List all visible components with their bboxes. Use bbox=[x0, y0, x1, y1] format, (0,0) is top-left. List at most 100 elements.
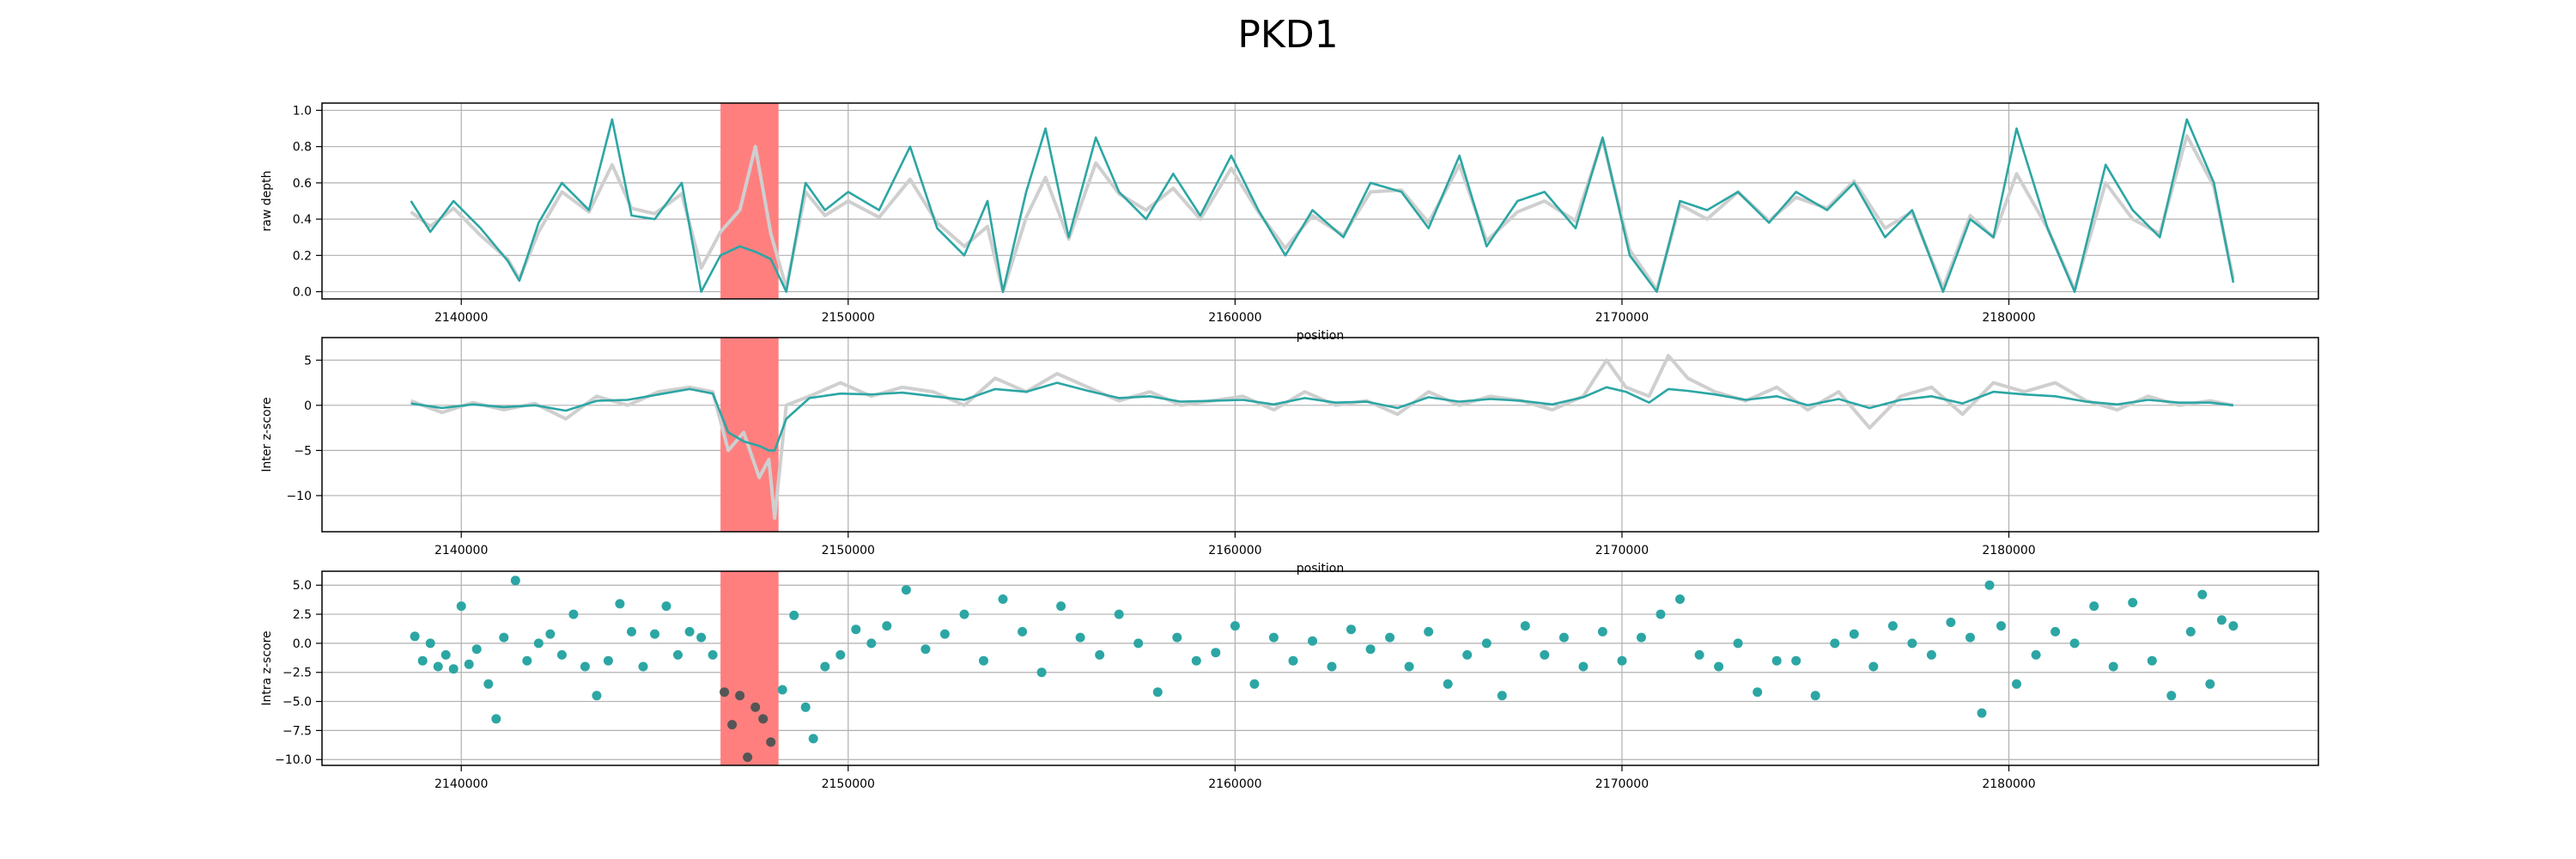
data-point bbox=[2108, 661, 2118, 672]
data-point bbox=[417, 655, 428, 666]
inter-zscore-panel: 2140000 2150000 2160000 2170000 2180000 5 0 −5 −… bbox=[260, 337, 2319, 576]
data-point bbox=[1656, 609, 1666, 619]
y-axis-label: Intra z-score bbox=[260, 631, 274, 705]
data-point bbox=[533, 638, 544, 649]
data-point bbox=[1849, 629, 1859, 639]
data-point bbox=[1675, 594, 1685, 604]
data-point bbox=[673, 649, 683, 660]
data-point bbox=[661, 601, 671, 612]
highlight-region bbox=[720, 103, 779, 299]
y-tick-label: 0.0 bbox=[293, 286, 312, 300]
data-point bbox=[1114, 609, 1124, 619]
data-point bbox=[1268, 632, 1279, 643]
x-tick-label: 2160000 bbox=[1208, 544, 1261, 557]
data-point bbox=[2069, 638, 2080, 649]
plot-area bbox=[410, 118, 2235, 294]
data-point bbox=[720, 687, 730, 698]
data-point bbox=[1133, 638, 1144, 649]
data-point bbox=[1946, 618, 1956, 627]
axes-frame bbox=[321, 337, 2319, 533]
data-point bbox=[1443, 679, 1453, 689]
data-point bbox=[1211, 648, 1221, 658]
data-point bbox=[979, 655, 988, 666]
data-point bbox=[1095, 649, 1105, 660]
data-point bbox=[2197, 589, 2208, 600]
y-tick-label: 0.6 bbox=[293, 177, 312, 191]
data-point bbox=[1075, 632, 1085, 643]
x-tick-label: 2160000 bbox=[1208, 777, 1261, 791]
data-point bbox=[1597, 626, 1607, 637]
data-point bbox=[1540, 649, 1550, 660]
y-tick-label: 0 bbox=[304, 399, 312, 413]
data-point bbox=[580, 661, 590, 672]
y-tick-label: 2.5 bbox=[293, 608, 312, 622]
x-tick-label: 2170000 bbox=[1595, 777, 1649, 791]
data-point bbox=[2012, 679, 2021, 689]
data-point bbox=[882, 621, 892, 631]
data-point bbox=[592, 691, 602, 701]
data-point bbox=[1617, 655, 1627, 666]
data-point bbox=[615, 599, 625, 609]
series-raw-line bbox=[410, 354, 2234, 521]
data-point bbox=[471, 644, 482, 655]
data-point bbox=[1172, 632, 1182, 643]
data-point bbox=[440, 649, 451, 660]
data-point bbox=[735, 691, 745, 701]
data-point bbox=[1462, 649, 1473, 660]
data-point bbox=[1385, 632, 1395, 643]
data-point bbox=[2205, 679, 2215, 689]
data-point bbox=[1977, 708, 1987, 718]
x-axis-label: position bbox=[1297, 562, 1344, 576]
data-point bbox=[1637, 632, 1646, 643]
data-point bbox=[758, 714, 769, 724]
data-point bbox=[1404, 661, 1414, 672]
data-point bbox=[1868, 661, 1879, 672]
data-point bbox=[727, 720, 738, 730]
data-point bbox=[2031, 649, 2041, 660]
data-point bbox=[1984, 580, 1995, 590]
data-point bbox=[2089, 601, 2099, 612]
data-point bbox=[510, 576, 520, 586]
x-tick-label: 2180000 bbox=[1982, 777, 2035, 791]
x-tick-label: 2170000 bbox=[1595, 544, 1649, 557]
data-point bbox=[627, 626, 636, 637]
data-point bbox=[808, 734, 818, 744]
data-point bbox=[1714, 661, 1724, 672]
data-point bbox=[1152, 687, 1163, 698]
data-point bbox=[1288, 655, 1298, 666]
data-point bbox=[603, 655, 613, 666]
data-point bbox=[638, 661, 648, 672]
data-point bbox=[851, 624, 861, 635]
y-axis-label: raw depth bbox=[260, 171, 274, 232]
data-point bbox=[1887, 621, 1898, 631]
x-tick-label: 2160000 bbox=[1208, 311, 1261, 325]
x-tick-label: 2140000 bbox=[434, 311, 488, 325]
data-point bbox=[433, 661, 443, 672]
data-point bbox=[1810, 691, 1820, 701]
data-point bbox=[1558, 632, 1569, 643]
data-point bbox=[1365, 644, 1376, 655]
y-tick-label: 0.8 bbox=[293, 141, 312, 155]
data-point bbox=[556, 649, 567, 660]
data-point bbox=[2128, 598, 2138, 607]
axes-frame bbox=[321, 102, 2319, 300]
data-point bbox=[1791, 655, 1801, 666]
x-tick-label: 2180000 bbox=[1982, 544, 2035, 557]
data-point bbox=[820, 661, 830, 672]
data-point bbox=[1346, 624, 1356, 635]
data-point bbox=[464, 659, 474, 669]
y-tick-label: 5 bbox=[304, 354, 312, 368]
data-point bbox=[499, 632, 509, 643]
data-point bbox=[939, 629, 950, 639]
x-tick-label: 2150000 bbox=[822, 311, 875, 325]
intra-zscore-panel: 2140000 2150000 2160000 2170000 2180000 5.0 2.… bbox=[260, 570, 2319, 791]
highlight-region bbox=[720, 571, 779, 765]
data-point bbox=[1694, 649, 1704, 660]
data-point bbox=[1520, 621, 1530, 631]
y-tick-label: 5.0 bbox=[293, 579, 312, 593]
data-point bbox=[2216, 615, 2227, 625]
data-point bbox=[959, 609, 969, 619]
data-point bbox=[800, 702, 811, 712]
x-tick-label: 2150000 bbox=[822, 544, 875, 557]
data-point bbox=[1733, 638, 1743, 649]
